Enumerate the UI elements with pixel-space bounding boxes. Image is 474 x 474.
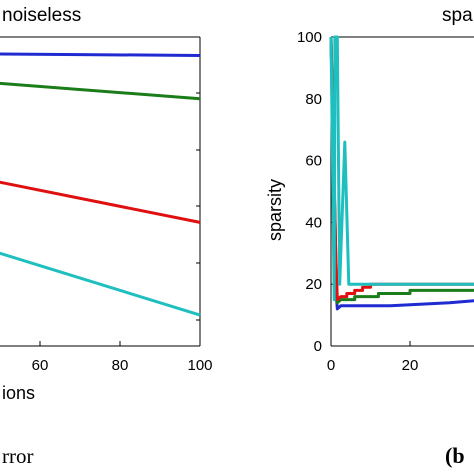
chart-title-noiseless: noiseless <box>2 5 81 26</box>
y-tick-label: 20 <box>305 276 322 293</box>
y-tick-label: 60 <box>305 153 322 170</box>
x-tick-label: 0 <box>327 357 335 374</box>
series-line-2 <box>0 81 201 101</box>
y-ticks: 0 20 40 60 80 100 <box>297 29 335 355</box>
y-ticks <box>196 92 200 321</box>
series-group <box>329 35 474 311</box>
x-ticks: 0 20 <box>327 341 419 374</box>
series-group <box>0 52 201 317</box>
series-line-1 <box>0 52 201 57</box>
chart-noiseless: noiseless 60 80 100 ions rror <box>0 5 213 468</box>
y-axis-label: sparsity <box>265 179 285 241</box>
x-tick-label: 60 <box>32 357 49 374</box>
chart-sparsity: spa 0 20 40 60 80 100 0 20 sparsity (b <box>265 5 474 468</box>
y-tick-label: 0 <box>314 338 322 355</box>
series-line-2 <box>329 36 474 305</box>
series-line-3 <box>329 36 474 302</box>
y-tick-label: 80 <box>305 91 322 108</box>
y-tick-label: 100 <box>297 29 322 46</box>
series-line-3 <box>0 180 201 224</box>
chart-title-sparsity: spa <box>442 5 473 26</box>
series-line-1 <box>329 36 474 311</box>
x-tick-label: 100 <box>187 357 212 374</box>
x-tick-label: 80 <box>112 357 129 374</box>
y-tick-label: 40 <box>305 214 322 231</box>
x-ticks: 60 80 100 <box>32 341 213 374</box>
caption-right: (b <box>445 443 465 468</box>
x-tick-label: 20 <box>402 357 419 374</box>
x-axis-label: ions <box>2 383 35 403</box>
caption-left: rror <box>2 444 33 468</box>
series-line-4 <box>329 35 474 302</box>
series-line-4 <box>0 251 201 317</box>
